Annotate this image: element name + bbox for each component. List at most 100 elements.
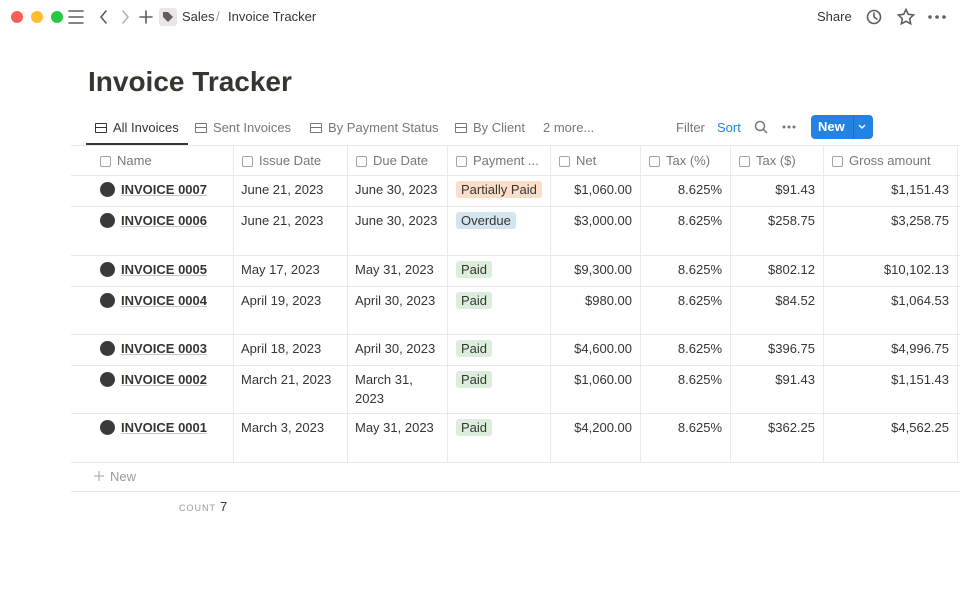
- row-icon: [100, 213, 115, 228]
- tab-label: All Invoices: [113, 120, 179, 135]
- table-cell: March 21, 2023: [241, 372, 332, 387]
- column-border: [347, 145, 348, 462]
- column-header[interactable]: Tax ($): [739, 153, 796, 168]
- column-header[interactable]: Gross amount: [832, 153, 931, 168]
- count-value: 7: [220, 499, 228, 514]
- tab-label: By Payment Status: [328, 120, 439, 135]
- more-icon[interactable]: [928, 15, 946, 19]
- table-cell: $10,102.13: [883, 262, 949, 277]
- table-cell: $980.00: [585, 293, 632, 308]
- table-cell: $1,064.53: [891, 293, 949, 308]
- invoice-name[interactable]: INVOICE 0007: [121, 182, 207, 197]
- tab-icon: [310, 123, 322, 133]
- active-tab-underline: [86, 143, 188, 145]
- column-type-icon: [832, 156, 843, 167]
- forward-icon[interactable]: [122, 10, 130, 24]
- row-icon: [100, 420, 115, 435]
- history-icon[interactable]: [866, 9, 882, 25]
- column-label: Payment ...: [473, 153, 539, 168]
- table-top-border: [71, 145, 960, 146]
- view-tools: [754, 120, 796, 134]
- table-cell: $1,060.00: [574, 372, 632, 387]
- sort-button[interactable]: Sort: [717, 120, 741, 135]
- column-header[interactable]: Issue Date: [242, 153, 321, 168]
- new-button[interactable]: New: [818, 119, 845, 134]
- table-cell: April 18, 2023: [241, 341, 322, 356]
- table-cell: $9,300.00: [574, 262, 632, 277]
- column-label: Net: [576, 153, 597, 168]
- view-tab[interactable]: 2 more...: [543, 120, 594, 135]
- close-button[interactable]: [11, 11, 23, 23]
- breadcrumb-item[interactable]: Sales: [182, 9, 215, 24]
- status-tag: Partially Paid: [456, 181, 542, 198]
- table-cell: $91.43: [775, 182, 815, 197]
- status-cell: Paid: [456, 370, 493, 389]
- invoice-name[interactable]: INVOICE 0004: [121, 293, 207, 308]
- invoice-name[interactable]: INVOICE 0003: [121, 341, 207, 356]
- view-tab[interactable]: Sent Invoices: [195, 120, 291, 135]
- table-bottom-border: [71, 491, 960, 492]
- back-icon[interactable]: [99, 10, 107, 24]
- menu-icon[interactable]: [68, 10, 84, 24]
- table-cell: June 21, 2023: [241, 213, 324, 228]
- table-cell: $4,996.75: [891, 341, 949, 356]
- row-border: [71, 462, 960, 463]
- column-border: [730, 145, 731, 462]
- status-cell: Partially Paid: [456, 180, 542, 199]
- table-cell: June 30, 2023: [355, 213, 438, 228]
- table-cell: June 30, 2023: [355, 182, 438, 197]
- column-type-icon: [356, 156, 367, 167]
- view-more-icon[interactable]: [782, 125, 796, 129]
- column-type-icon: [242, 156, 253, 167]
- view-tab[interactable]: All Invoices: [95, 120, 179, 135]
- tab-icon: [455, 123, 467, 133]
- invoice-name[interactable]: INVOICE 0006: [121, 213, 207, 228]
- table-cell: $4,200.00: [574, 420, 632, 435]
- tab-icon: [195, 123, 207, 133]
- page-title: Invoice Tracker: [88, 66, 292, 97]
- minimize-button[interactable]: [31, 11, 43, 23]
- table-cell: May 31, 2023: [355, 262, 434, 277]
- add-icon[interactable]: [139, 10, 153, 24]
- column-label: Tax (%): [666, 153, 711, 168]
- view-tab[interactable]: By Payment Status: [310, 120, 439, 135]
- favorite-icon[interactable]: [896, 7, 916, 26]
- row-icon: [100, 293, 115, 308]
- column-label: Tax ($): [756, 153, 796, 168]
- column-label: Due Date: [373, 153, 428, 168]
- add-row-plus[interactable]: [93, 469, 105, 486]
- status-tag: Paid: [456, 419, 493, 436]
- status-cell: Paid: [456, 339, 493, 358]
- search-icon[interactable]: [754, 120, 766, 132]
- table-cell: $1,060.00: [574, 182, 632, 197]
- column-type-icon: [649, 156, 660, 167]
- column-header[interactable]: Net: [559, 153, 596, 168]
- table-cell: 8.625%: [677, 341, 722, 356]
- table-cell: $1,151.43: [891, 182, 949, 197]
- column-header[interactable]: Name: [100, 153, 152, 168]
- invoice-name[interactable]: INVOICE 0005: [121, 262, 207, 277]
- column-header[interactable]: Due Date: [356, 153, 428, 168]
- invoice-name[interactable]: INVOICE 0001: [121, 420, 207, 435]
- view-tab[interactable]: By Client: [455, 120, 525, 135]
- share-button[interactable]: Share: [817, 9, 852, 24]
- row-border: [71, 206, 960, 207]
- invoice-name[interactable]: INVOICE 0002: [121, 372, 207, 387]
- zoom-button[interactable]: [51, 11, 63, 23]
- new-dropdown[interactable]: [857, 123, 867, 131]
- table-cell: $362.25: [768, 420, 815, 435]
- table-cell: $3,000.00: [574, 213, 632, 228]
- header-border: [71, 175, 960, 176]
- add-row[interactable]: New: [110, 469, 137, 484]
- breadcrumb-item[interactable]: Invoice Tracker: [228, 9, 317, 24]
- column-label: Gross amount: [849, 153, 931, 168]
- table-cell: April 19, 2023: [241, 293, 322, 308]
- filter-button[interactable]: Filter: [676, 120, 705, 135]
- column-type-icon: [739, 156, 750, 167]
- toolbar-icons: [11, 7, 946, 26]
- column-header[interactable]: Payment ...: [456, 153, 539, 168]
- column-header[interactable]: Tax (%): [649, 153, 710, 168]
- row-border: [71, 413, 960, 414]
- tab-icon: [95, 123, 107, 133]
